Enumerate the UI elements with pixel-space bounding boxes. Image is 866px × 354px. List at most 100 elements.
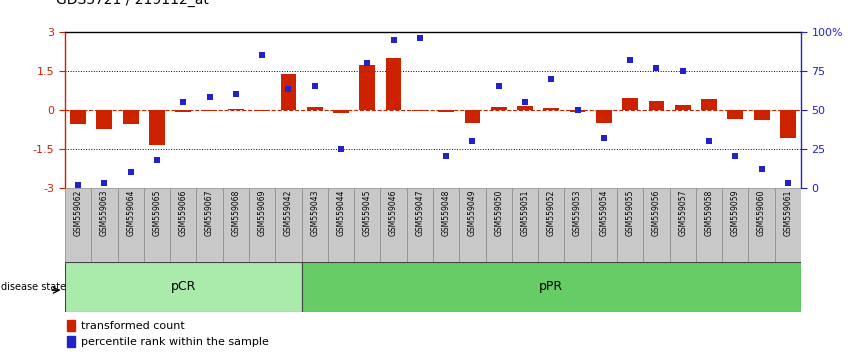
Text: GSM559045: GSM559045 — [363, 190, 372, 236]
Point — [150, 157, 164, 162]
Bar — [275, 188, 301, 262]
Text: GSM559044: GSM559044 — [337, 190, 346, 236]
Bar — [96, 110, 113, 129]
Point — [360, 60, 374, 66]
Bar — [91, 188, 118, 262]
Text: GSM559046: GSM559046 — [389, 190, 398, 236]
Bar — [123, 110, 139, 124]
Bar — [228, 109, 243, 110]
Bar — [380, 188, 407, 262]
Text: GSM559063: GSM559063 — [100, 190, 109, 236]
Bar — [354, 188, 380, 262]
Bar — [412, 110, 428, 111]
Bar — [197, 188, 223, 262]
Point — [675, 68, 689, 74]
Bar — [65, 188, 91, 262]
Bar — [175, 110, 191, 112]
Bar — [170, 188, 197, 262]
Point — [229, 91, 242, 97]
Point — [281, 87, 295, 92]
Bar — [617, 188, 643, 262]
Text: GSM559069: GSM559069 — [257, 190, 267, 236]
Bar — [70, 110, 86, 124]
Bar — [144, 188, 170, 262]
Point — [124, 169, 138, 175]
Text: pCR: pCR — [171, 280, 196, 293]
Text: GSM559049: GSM559049 — [468, 190, 477, 236]
Bar — [359, 65, 375, 110]
Text: transformed count: transformed count — [81, 321, 184, 331]
Point — [71, 182, 85, 187]
Bar — [727, 110, 743, 119]
Text: GSM559056: GSM559056 — [652, 190, 661, 236]
Bar — [202, 110, 217, 111]
Text: GSM559060: GSM559060 — [757, 190, 766, 236]
Bar — [385, 58, 402, 110]
Bar — [307, 107, 322, 110]
Text: GDS3721 / 219112_at: GDS3721 / 219112_at — [56, 0, 210, 7]
Text: GSM559048: GSM559048 — [442, 190, 450, 236]
Bar — [775, 188, 801, 262]
Point — [650, 65, 663, 70]
Point — [307, 84, 321, 89]
Point — [466, 138, 480, 144]
Bar — [591, 188, 617, 262]
Bar — [301, 188, 328, 262]
Bar — [249, 188, 275, 262]
Bar — [517, 106, 533, 110]
Bar — [328, 188, 354, 262]
Text: GSM559042: GSM559042 — [284, 190, 293, 236]
Bar — [701, 99, 717, 110]
Bar — [223, 188, 249, 262]
Point — [492, 84, 506, 89]
Point — [781, 180, 795, 186]
Text: GSM559051: GSM559051 — [520, 190, 529, 236]
Text: GSM559052: GSM559052 — [546, 190, 556, 236]
Bar — [67, 336, 75, 347]
Bar — [459, 188, 486, 262]
Bar — [643, 188, 669, 262]
Bar — [596, 110, 611, 123]
Bar — [570, 110, 585, 112]
Bar — [433, 188, 459, 262]
Bar — [544, 108, 559, 110]
Bar — [669, 188, 696, 262]
Point — [98, 180, 112, 186]
Point — [624, 57, 637, 63]
Point — [702, 138, 716, 144]
Text: GSM559061: GSM559061 — [784, 190, 792, 236]
Point — [439, 154, 453, 159]
Bar — [67, 320, 75, 331]
Text: GSM559043: GSM559043 — [310, 190, 320, 236]
Text: GSM559067: GSM559067 — [205, 190, 214, 236]
Bar — [512, 188, 538, 262]
Text: pPR: pPR — [540, 280, 564, 293]
Text: GSM559066: GSM559066 — [178, 190, 188, 236]
Point — [413, 35, 427, 41]
Bar — [675, 105, 691, 110]
Bar — [438, 110, 454, 112]
Point — [386, 37, 400, 42]
Point — [518, 99, 532, 105]
Point — [255, 52, 269, 58]
Text: GSM559059: GSM559059 — [731, 190, 740, 236]
Point — [754, 166, 768, 172]
Point — [545, 76, 559, 81]
Text: GSM559047: GSM559047 — [416, 190, 424, 236]
Bar — [301, 262, 801, 312]
Text: GSM559054: GSM559054 — [599, 190, 609, 236]
Bar — [538, 188, 565, 262]
Text: GSM559053: GSM559053 — [573, 190, 582, 236]
Text: disease state: disease state — [1, 282, 66, 292]
Text: GSM559068: GSM559068 — [231, 190, 241, 236]
Bar — [780, 110, 796, 138]
Bar — [333, 110, 349, 113]
Bar — [255, 110, 270, 111]
Bar — [623, 98, 638, 110]
Bar — [649, 101, 664, 110]
Text: GSM559055: GSM559055 — [625, 190, 635, 236]
Bar — [65, 262, 301, 312]
Text: GSM559057: GSM559057 — [678, 190, 688, 236]
Bar — [149, 110, 165, 145]
Bar — [722, 188, 748, 262]
